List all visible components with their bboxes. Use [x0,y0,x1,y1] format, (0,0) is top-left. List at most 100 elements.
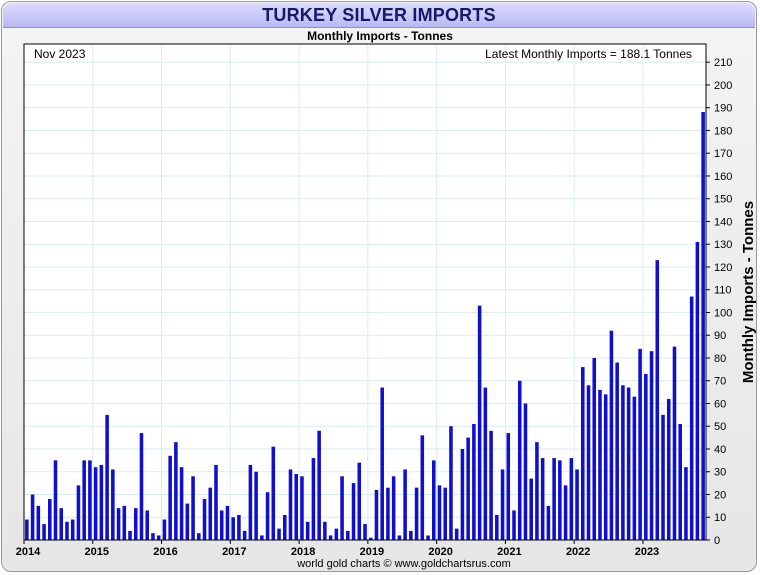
bar [483,387,488,540]
bar [156,535,161,540]
bar [684,467,688,540]
y-tick-label: 210 [714,57,732,69]
bar [145,510,149,540]
plot-border [23,43,707,541]
bar [179,467,184,540]
y-tick-labels: 0 10 20 30 40 50 60 70 80 90 100 110 120 130 140 150 160… [706,57,732,547]
bar [48,499,52,540]
bar [288,469,293,540]
y-tick-label: 170 [714,148,732,160]
bar [162,519,167,540]
bar [282,514,287,540]
bar [53,460,58,540]
bar [323,521,327,540]
bar [638,348,642,540]
bar [621,385,625,540]
bar [403,469,407,540]
x-tick-label: 2020 [428,546,452,558]
bar [374,489,379,540]
y-tick-label: 190 [714,103,732,115]
bar [558,460,562,540]
bar [334,528,339,540]
bar [569,458,574,540]
bar [294,474,299,540]
y-tick-label: 150 [714,194,732,206]
bar [105,414,109,540]
bar [449,426,453,540]
y-tick-label: 100 [714,307,732,319]
bar [552,458,556,540]
bar [59,508,64,540]
bar [305,521,310,540]
x-tick-label: 2023 [635,546,659,558]
bar [460,448,465,540]
y-tick-label: 110 [714,285,732,297]
bar [122,505,127,540]
x-tick-label: 2014 [16,546,41,558]
bar [93,467,98,540]
bar [512,510,516,540]
bar [191,476,195,540]
source-credit: world gold charts © www.goldchartsrus.co… [297,558,511,570]
y-tick-label: 10 [714,512,726,524]
y-tick-label: 200 [714,80,732,92]
bar [357,462,362,540]
bar [506,433,511,540]
bar [242,530,247,540]
bar [30,494,35,540]
bar [99,464,104,540]
bar [397,535,402,540]
bar [609,330,614,540]
bar [42,524,46,540]
y-tick-label: 90 [714,330,726,342]
bar [363,524,367,540]
bar [88,460,92,540]
y-tick-label: 20 [714,489,726,501]
bar [563,485,568,540]
x-tick-labels: 2014 2015 2016 2017 2018 2019 2020 2021 2022 2023 [16,540,659,558]
bar [626,387,631,540]
bar [603,394,608,540]
bar [254,471,258,540]
y-tick-label: 50 [714,421,726,433]
bar [644,373,648,540]
bar [500,469,505,540]
bar [231,517,235,540]
bar [678,423,682,540]
bar [454,528,459,540]
bar [168,455,172,540]
bar [540,458,545,540]
y-tick-label: 120 [714,262,732,274]
bar [466,437,470,540]
title-bar: TURKEY SILVER IMPORTS [3,3,755,28]
bar [260,535,264,540]
bar [426,535,430,540]
y-tick-label: 0 [714,535,720,547]
bar [328,535,333,540]
bar [495,514,499,540]
y-tick-label: 60 [714,398,726,410]
x-tick-label: 2015 [85,546,109,558]
bar [311,458,316,540]
y-axis-label: Monthly Imports - Tonnes [740,201,757,383]
y-tick-label: 30 [714,467,726,479]
bar [248,464,253,540]
bar [185,503,190,540]
x-tick-label: 2016 [153,546,177,558]
y-tick-label: 40 [714,444,726,456]
bar [202,499,207,540]
bar [529,478,533,540]
bar [174,442,178,540]
bar [489,430,493,540]
bar [414,487,419,540]
chart-title: TURKEY SILVER IMPORTS [262,5,496,25]
bar [443,487,448,540]
bar [208,487,213,540]
y-tick-label: 180 [714,125,732,137]
bar [65,521,69,540]
x-tick-label: 2021 [497,546,521,558]
x-tick-label: 2018 [291,546,315,558]
bar [237,514,241,540]
bar [225,505,230,540]
bar [575,469,579,540]
